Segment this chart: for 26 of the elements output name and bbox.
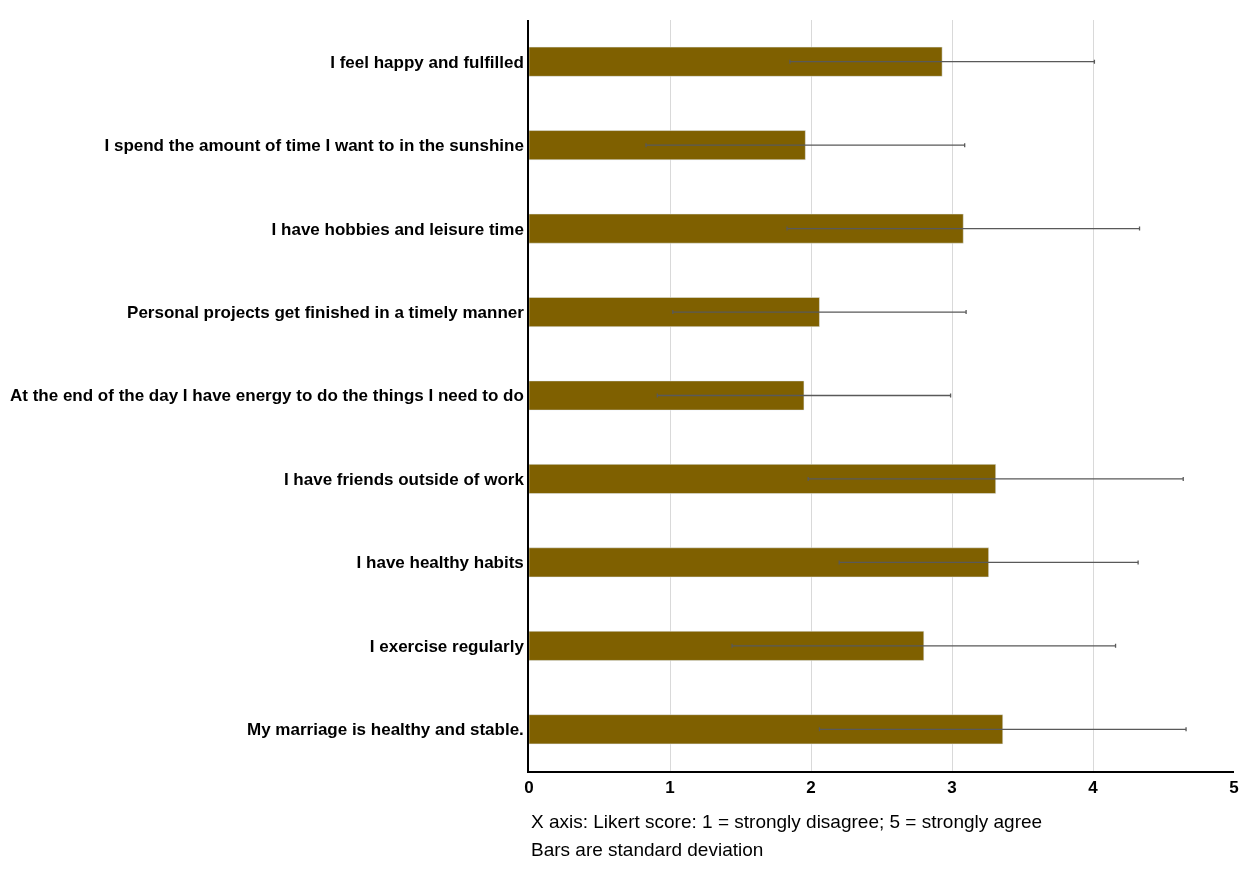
x-tick-label: 0	[524, 778, 534, 798]
y-tick-label: I feel happy and fulfilled	[330, 52, 524, 72]
bar	[529, 297, 820, 327]
bar	[529, 130, 806, 161]
x-tick-label: 2	[806, 778, 816, 798]
bar	[529, 630, 925, 661]
bar	[529, 714, 1004, 745]
text: X axis: Likert score: 1 = strongly disagree; 5 = strongly agree	[531, 811, 1043, 832]
bar	[529, 547, 989, 578]
bar	[529, 464, 996, 494]
bar	[529, 213, 964, 244]
y-tick-label: I have hobbies and leisure time	[271, 219, 524, 239]
x-tick-label: 1	[665, 778, 675, 798]
y-tick-label: Personal projects get finished in a timely manner	[127, 303, 525, 323]
text: Bars are standard deviation	[531, 839, 764, 860]
x-tick-label: 5	[1229, 778, 1239, 798]
y-tick-label: I exercise regularly	[369, 636, 525, 656]
y-tick-label: My marriage is healthy and stable.	[247, 720, 524, 740]
y-tick-label: At the end of the day I have energy to do the things I need to do	[10, 386, 524, 406]
x-tick-label: 4	[1088, 778, 1099, 798]
y-tick-label: I have friends outside of work	[283, 469, 525, 489]
y-tick-label: I spend the amount of time I want to in the sunshine	[104, 136, 524, 156]
bar	[529, 46, 943, 77]
bar	[529, 380, 805, 411]
x-tick-label: 3	[947, 778, 957, 798]
y-tick-label: I have healthy habits	[356, 553, 524, 573]
